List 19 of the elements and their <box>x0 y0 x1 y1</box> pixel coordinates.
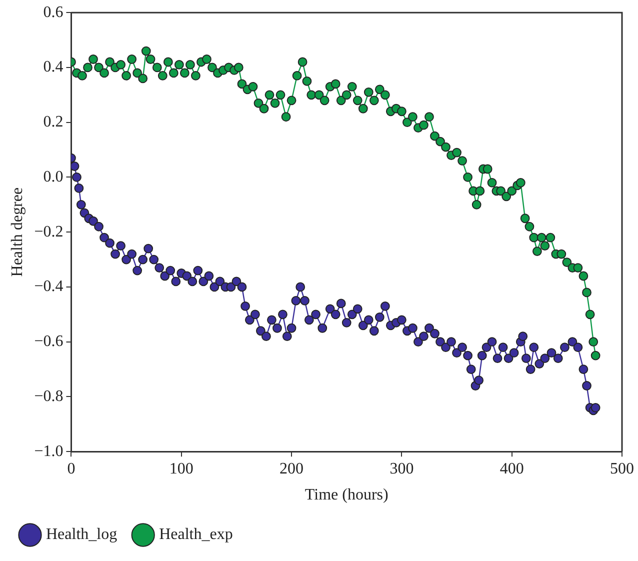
legend-label: Health_exp <box>159 526 233 544</box>
y-tick-label: −0.4 <box>34 278 64 296</box>
y-tick-label: 0.2 <box>43 114 64 131</box>
x-tick-label: 0 <box>67 460 76 478</box>
x-axis-title: Time (hours) <box>304 486 388 504</box>
y-tick-label: −0.2 <box>34 223 64 240</box>
y-axis-title: Health degree <box>8 187 26 277</box>
y-tick-label: −0.6 <box>34 333 64 350</box>
x-tick-label: 500 <box>610 460 634 478</box>
y-tick-label: 0.0 <box>43 168 64 186</box>
x-tick-label: 200 <box>280 460 304 478</box>
x-tick-label: 300 <box>390 460 414 478</box>
legend-label: Health_log <box>46 526 118 544</box>
y-tick-label: 0.6 <box>43 4 64 21</box>
y-tick-label: −0.8 <box>34 388 64 405</box>
y-tick-label: −1.0 <box>34 442 64 460</box>
x-tick-label: 400 <box>500 460 524 478</box>
x-tick-label: 100 <box>169 460 194 478</box>
y-tick-label: 0.4 <box>43 58 64 76</box>
